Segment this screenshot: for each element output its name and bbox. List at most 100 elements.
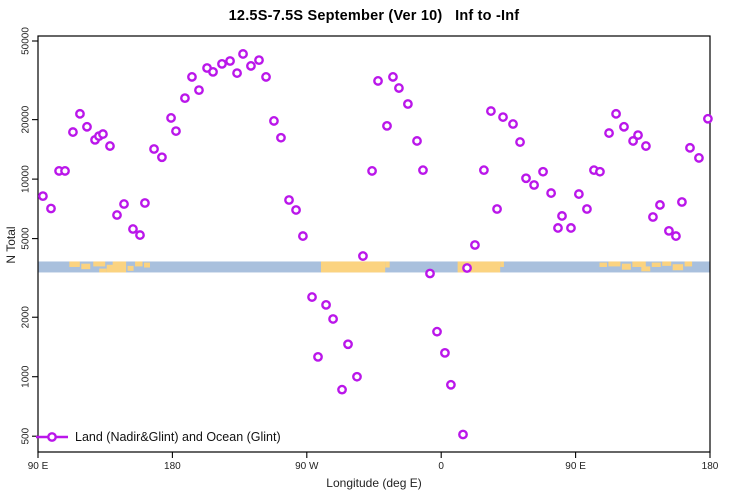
data-point: [298, 231, 308, 241]
data-point: [470, 240, 480, 250]
land-patch: [672, 264, 684, 271]
y-tick-label: 10000: [21, 165, 32, 193]
data-point: [337, 384, 347, 395]
x-tick-label: 90 E: [28, 461, 49, 472]
data-point: [284, 195, 294, 205]
data-point: [98, 129, 108, 139]
data-point: [261, 72, 271, 82]
data-point: [446, 379, 456, 390]
data-point: [75, 108, 85, 119]
x-tick-label: 0: [438, 461, 444, 472]
data-point: [685, 142, 695, 153]
land-patch: [320, 261, 386, 273]
data-point: [418, 165, 428, 176]
data-point: [171, 126, 181, 136]
data-point: [671, 231, 681, 241]
data-point: [703, 113, 713, 124]
y-tick-label: 1000: [21, 365, 32, 388]
land-patch: [500, 261, 504, 267]
land-patch: [684, 261, 693, 267]
data-point: [180, 93, 190, 104]
data-point: [82, 121, 92, 132]
data-point: [648, 212, 658, 222]
x-tick-label: 90 W: [295, 461, 319, 472]
data-point: [68, 127, 78, 137]
data-point: [546, 188, 557, 198]
land-patch: [93, 261, 106, 267]
data-point: [573, 189, 584, 199]
data-point: [225, 56, 235, 66]
data-point: [462, 263, 472, 273]
data-point: [521, 173, 531, 184]
data-point: [135, 230, 145, 240]
data-point: [128, 224, 138, 234]
data-point: [352, 371, 362, 382]
data-point: [157, 152, 167, 163]
data-point: [166, 113, 176, 123]
data-point: [105, 141, 115, 151]
data-point: [269, 116, 279, 126]
land-patch: [662, 261, 672, 266]
data-point: [232, 68, 242, 78]
data-point: [238, 49, 248, 59]
data-point: [440, 347, 450, 358]
data-point: [38, 191, 48, 202]
y-tick-label: 5000: [21, 227, 32, 250]
data-point: [664, 225, 674, 236]
land-patch: [632, 261, 646, 267]
data-point: [358, 251, 368, 261]
land-patch: [457, 261, 501, 273]
data-point: [479, 165, 489, 176]
y-tick-label: 2000: [21, 306, 32, 329]
x-tick-label: 180: [702, 461, 719, 472]
land-patch: [81, 263, 91, 270]
land-patch: [608, 261, 621, 267]
data-point: [595, 166, 605, 177]
data-point: [112, 210, 122, 220]
data-point: [208, 66, 218, 77]
data-point: [553, 223, 563, 233]
data-point: [187, 72, 197, 82]
data-point: [498, 112, 508, 122]
y-tick-label: 50000: [21, 27, 32, 55]
chart-title: 12.5S-7.5S September (Ver 10) Inf to -In…: [228, 8, 520, 24]
land-patch: [135, 261, 143, 267]
land-patch: [651, 262, 661, 267]
data-point: [412, 136, 422, 146]
data-point: [119, 199, 129, 209]
data-point: [538, 166, 548, 177]
land-patch: [112, 261, 127, 273]
data-point: [388, 72, 398, 82]
data-point: [217, 58, 227, 69]
land-patch: [385, 261, 390, 268]
plot-box: [37, 35, 711, 453]
land-patch: [99, 268, 107, 273]
data-point: [394, 83, 404, 93]
data-point: [46, 203, 56, 214]
x-tick-label: 90 E: [565, 461, 586, 472]
y-axis-title: N Total: [4, 226, 18, 264]
data-point: [604, 128, 614, 138]
data-point: [566, 223, 576, 233]
data-point: [515, 137, 525, 147]
data-point: [373, 76, 383, 86]
data-point: [254, 55, 264, 66]
data-point: [628, 136, 638, 146]
land-patch: [127, 265, 134, 271]
land-patch: [641, 266, 651, 272]
data-point: [246, 61, 256, 71]
y-tick-label: 500: [21, 427, 32, 444]
legend: Land (Nadir&Glint) and Ocean (Glint): [36, 430, 281, 444]
data-point: [529, 180, 539, 190]
data-point: [611, 108, 621, 119]
data-point: [194, 85, 204, 96]
data-point: [382, 120, 392, 131]
data-point: [291, 205, 301, 215]
data-point: [508, 119, 518, 129]
land-patch: [106, 264, 116, 273]
data-point: [367, 166, 377, 176]
data-point: [149, 144, 159, 154]
y-tick-label: 20000: [21, 105, 32, 133]
